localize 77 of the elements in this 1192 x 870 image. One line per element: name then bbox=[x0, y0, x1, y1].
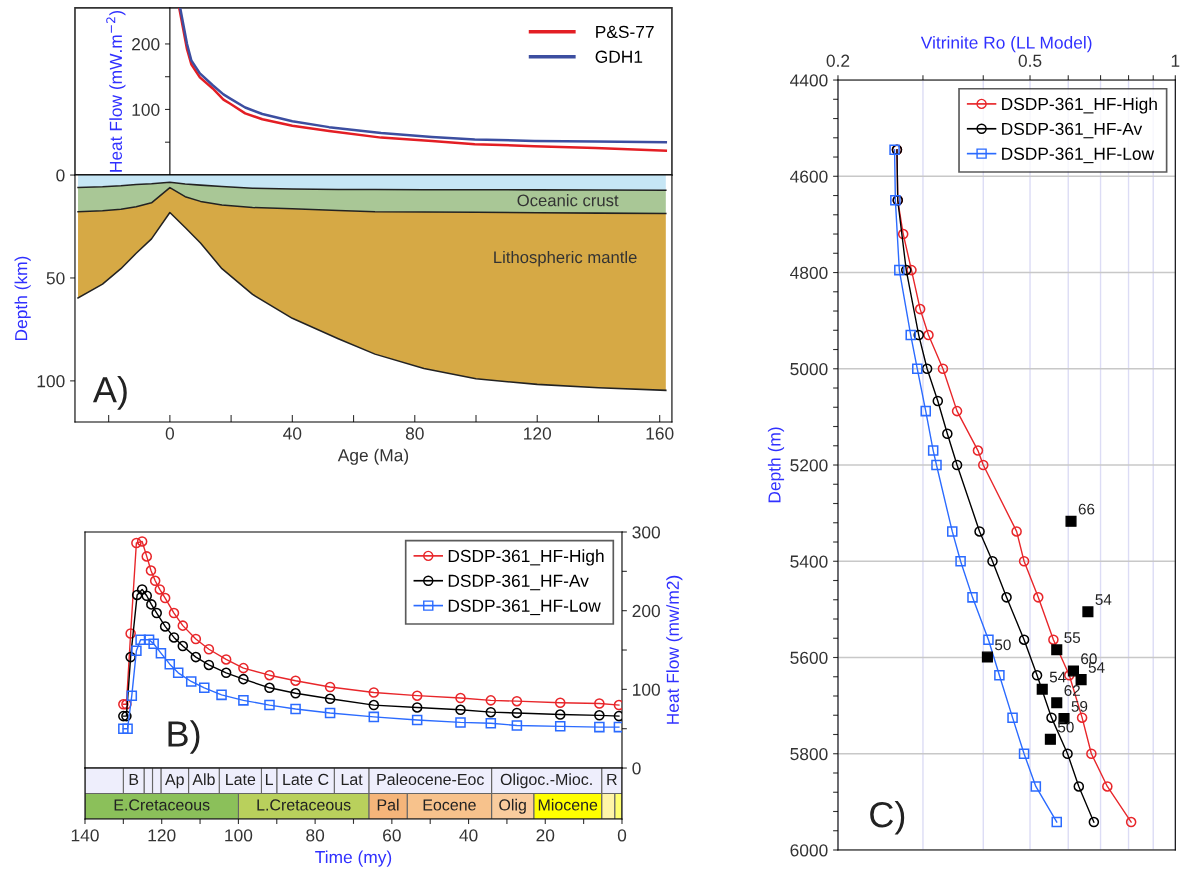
legend-label: DSDP-361_HF-Low bbox=[448, 599, 601, 616]
legend-label: DSDP-361_HF-Av bbox=[1002, 122, 1143, 139]
annotation: B) bbox=[168, 720, 200, 754]
data-label: R bbox=[607, 773, 617, 785]
annotation: 54 bbox=[1049, 671, 1066, 683]
data-label: L.Cretaceous bbox=[257, 799, 351, 811]
data-label: Paleocene-Eoc bbox=[377, 773, 484, 786]
y-tick-label: 300 bbox=[632, 526, 660, 539]
annotation: 55 bbox=[1064, 632, 1081, 644]
x-axis-title: Time (my) bbox=[315, 850, 392, 867]
y-tick-label: 5600 bbox=[790, 651, 828, 664]
y-axis-title: Heat Flow (mw/m2) bbox=[666, 575, 683, 724]
data-label: B bbox=[129, 773, 139, 785]
x-tick-label: 1 bbox=[1171, 54, 1180, 67]
annotation: 50 bbox=[1057, 721, 1074, 733]
x-tick-label: 100 bbox=[225, 829, 253, 842]
annotation: A) bbox=[92, 376, 127, 410]
y-tick-label: 5200 bbox=[790, 459, 828, 472]
legend-label: P&S-77 bbox=[596, 25, 654, 39]
y-tick-label: 5000 bbox=[790, 362, 828, 376]
legend-label: DSDP-361_HF-High bbox=[1002, 97, 1157, 114]
data-label: Pal bbox=[377, 798, 399, 811]
y-tick-label: 6000 bbox=[790, 844, 828, 857]
data-label: Ap bbox=[165, 773, 184, 789]
x-tick-label: 0.5 bbox=[1018, 54, 1042, 67]
annotation: 60 bbox=[1081, 653, 1097, 665]
y-axis-title: Depth (km) bbox=[14, 256, 31, 341]
y-tick-label: 0 bbox=[632, 762, 641, 775]
annotation: 50 bbox=[994, 639, 1011, 651]
y-tick-label: 0 bbox=[56, 169, 65, 182]
x-tick-label: 120 bbox=[524, 427, 552, 440]
legend-label: GDH1 bbox=[595, 50, 643, 63]
x-tick-label: 80 bbox=[306, 829, 325, 842]
data-label: Eocene bbox=[423, 799, 476, 811]
y-tick-label: 4400 bbox=[790, 74, 828, 87]
annotation: 54 bbox=[1095, 594, 1112, 605]
data-label: E.Cretaceous bbox=[114, 799, 210, 811]
x-tick-label: 80 bbox=[405, 427, 424, 440]
x-axis-title: Vitrinite Ro (LL Model) bbox=[920, 36, 1092, 53]
y-tick-label: 4600 bbox=[790, 170, 828, 183]
data-label: Oligoc.-Mioc. bbox=[500, 773, 592, 789]
x-tick-label: 0 bbox=[617, 829, 627, 842]
x-axis-title: Age (Ma) bbox=[337, 448, 409, 465]
y-tick-label: 200 bbox=[632, 604, 660, 618]
x-tick-label: 140 bbox=[71, 829, 99, 842]
x-tick-label: 0.2 bbox=[826, 54, 850, 67]
legend-label: DSDP-361_HF-High bbox=[448, 549, 604, 566]
annotation: 54 bbox=[1088, 662, 1105, 673]
data-label: Late C bbox=[283, 773, 329, 786]
data-label: Lat bbox=[341, 773, 363, 786]
y-axis-title: Depth (m) bbox=[767, 427, 785, 503]
annotation: Lithospheric mantle bbox=[494, 250, 637, 267]
x-tick-label: 40 bbox=[283, 427, 302, 440]
y-tick-label: 100 bbox=[633, 683, 660, 696]
data-label: Miocene bbox=[538, 798, 598, 811]
x-tick-label: 60 bbox=[383, 829, 401, 842]
legend-label: DSDP-361_HF-Low bbox=[1002, 147, 1155, 164]
data-label: L bbox=[265, 773, 274, 785]
y-tick-label: 5800 bbox=[790, 747, 828, 761]
y-axis-title: Heat Flow (mW.m$^{−2}$) bbox=[106, 10, 126, 172]
x-tick-label: 160 bbox=[646, 427, 674, 440]
x-tick-label: 120 bbox=[148, 829, 176, 842]
annotation: C) bbox=[870, 800, 905, 835]
x-tick-label: 20 bbox=[536, 829, 555, 842]
y-tick-label: 5400 bbox=[790, 555, 828, 568]
legend-label: DSDP-361_HF-Av bbox=[448, 574, 589, 591]
annotation: 66 bbox=[1078, 503, 1095, 515]
data-label: Alb bbox=[192, 773, 215, 786]
annotation: Oceanic crust bbox=[517, 194, 619, 207]
y-tick-label: 200 bbox=[132, 38, 160, 51]
x-tick-label: 0 bbox=[165, 427, 175, 440]
data-label: Late bbox=[226, 773, 256, 786]
y-tick-label: 100 bbox=[37, 375, 65, 388]
y-tick-label: 4800 bbox=[790, 266, 828, 279]
y-tick-label: 50 bbox=[46, 272, 65, 285]
x-tick-label: 40 bbox=[459, 829, 478, 842]
data-label: Olig bbox=[499, 798, 526, 814]
